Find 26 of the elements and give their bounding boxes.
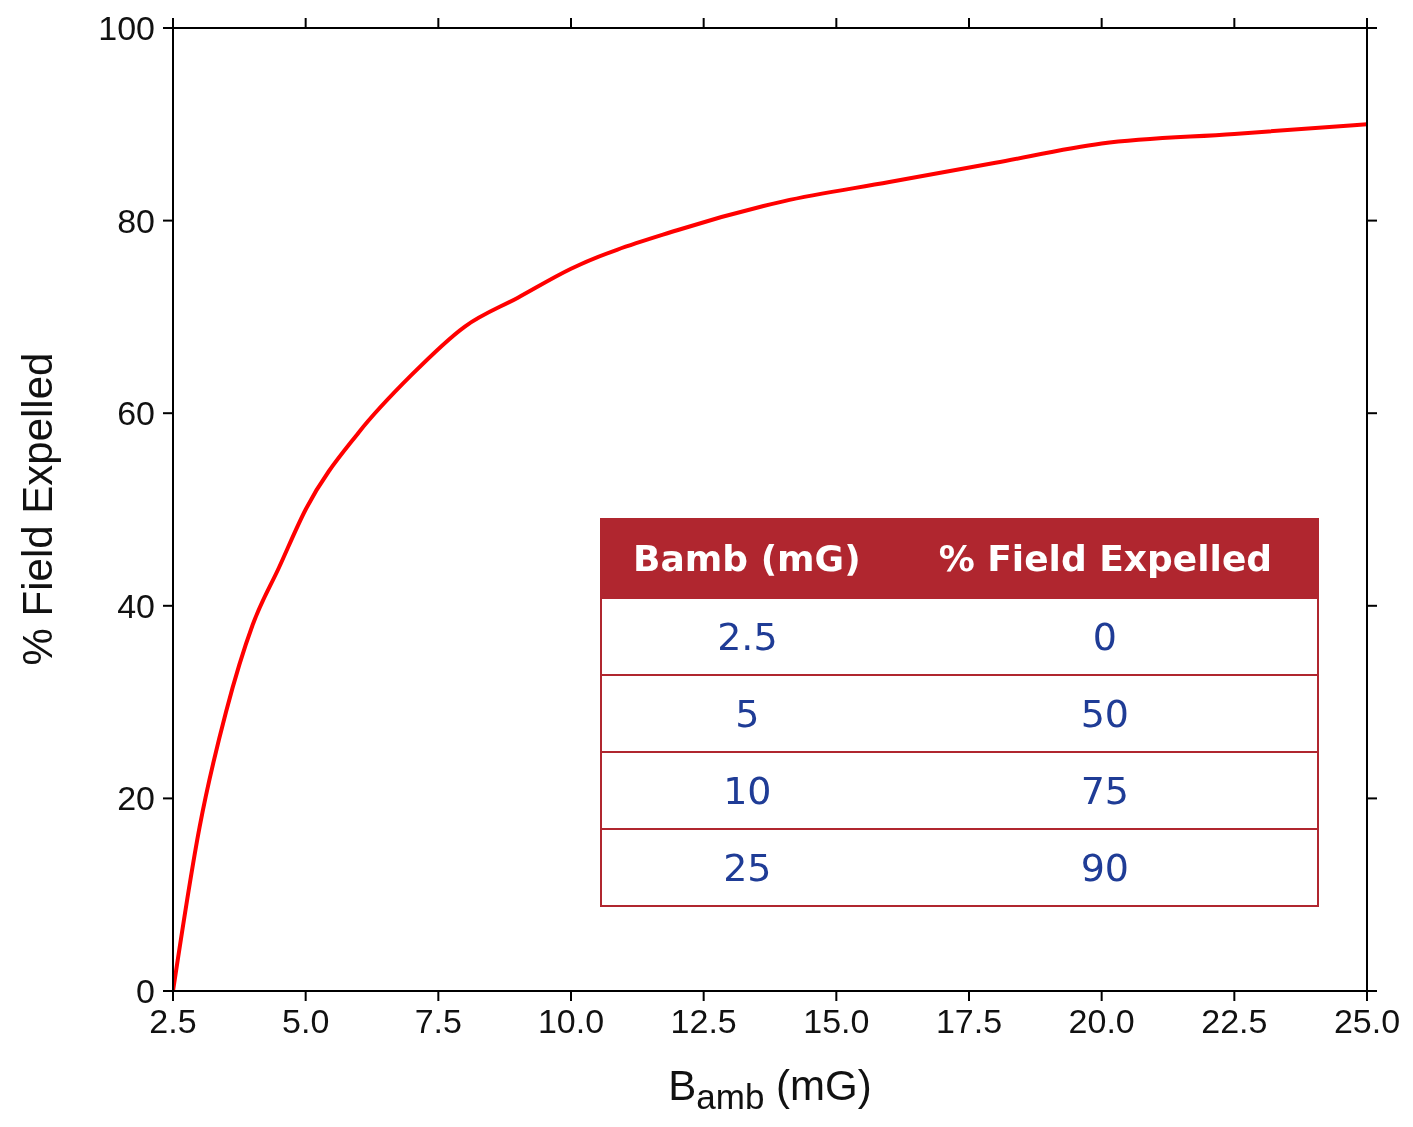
- y-tick-label: 80: [117, 201, 155, 240]
- x-tick-label: 5.0: [282, 1002, 330, 1041]
- annotation: 10: [601, 752, 893, 829]
- x-tick-label: 25.0: [1333, 1002, 1401, 1041]
- x-tick-label: 20.0: [1068, 1002, 1135, 1041]
- x-axis-title: B$_{amb}$ (mG): [667, 1062, 873, 1119]
- y-tick-label: 40: [117, 586, 155, 625]
- annotation: 90: [892, 829, 1318, 906]
- x-tick-label: 7.5: [414, 1002, 462, 1041]
- annotation: 2.5: [601, 598, 893, 675]
- x-tick-label: 22.5: [1201, 1002, 1268, 1041]
- annotation: 5: [601, 675, 893, 752]
- annotation: 25: [601, 829, 893, 906]
- x-tick-label: 15.0: [803, 1002, 870, 1041]
- x-tick-label: 10.0: [537, 1002, 605, 1041]
- y-tick-label: 60: [117, 394, 155, 433]
- annotation: 0: [892, 598, 1318, 675]
- x-tick-label: 12.5: [670, 1002, 737, 1041]
- annotation: Bamb (mG): [601, 519, 893, 598]
- y-axis-title: % Field Expelled: [14, 352, 62, 666]
- annotation: % Field Expelled: [892, 519, 1318, 598]
- y-tick-label: 100: [98, 9, 155, 48]
- annotation: 50: [892, 675, 1318, 752]
- y-tick-label: 20: [117, 779, 155, 818]
- x-tick-label: 17.5: [935, 1002, 1003, 1041]
- annotation: 75: [892, 752, 1318, 829]
